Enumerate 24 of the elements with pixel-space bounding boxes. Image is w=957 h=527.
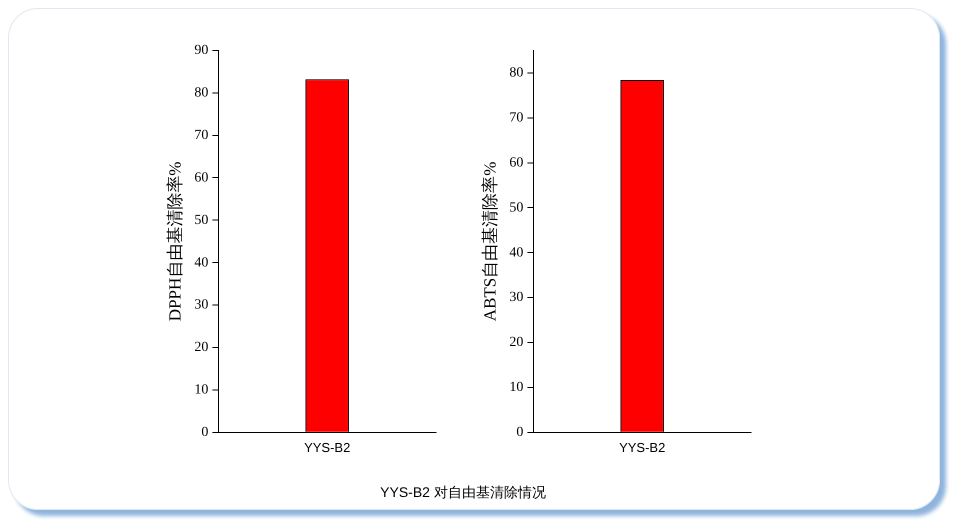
y-tick-label: 70 xyxy=(509,110,524,126)
y-tick-label: 60 xyxy=(509,155,524,170)
y-tick-label: 0 xyxy=(516,425,524,440)
y-tick-label: 0 xyxy=(201,425,208,440)
y-tick-label: 10 xyxy=(194,382,208,398)
x-tick-label: YYS-B2 xyxy=(304,440,350,455)
text: YYS-B2 对自由基清除情况 xyxy=(379,484,547,502)
y-tick-label: 70 xyxy=(194,128,208,143)
y-tick-label: 30 xyxy=(194,298,208,313)
y-tick-label: 90 xyxy=(194,43,208,58)
y-tick-label: 20 xyxy=(194,340,208,356)
y-tick-label: 20 xyxy=(509,335,524,350)
y-tick-label: 40 xyxy=(194,255,208,270)
y-tick-label: 80 xyxy=(509,66,524,81)
y-axis-title: ABTS自由基清除率% xyxy=(480,162,500,322)
y-tick-label: 30 xyxy=(509,290,524,306)
y-tick-label: 80 xyxy=(194,86,208,101)
y-tick-label: 50 xyxy=(509,200,524,216)
x-tick-label: YYS-B2 xyxy=(619,440,666,455)
y-tick-label: 10 xyxy=(509,380,524,396)
y-tick-label: 40 xyxy=(509,245,524,260)
y-tick-label: 50 xyxy=(194,212,208,228)
y-tick-label: 60 xyxy=(194,170,208,186)
y-axis-title: DPPH自由基清除率% xyxy=(166,162,185,322)
